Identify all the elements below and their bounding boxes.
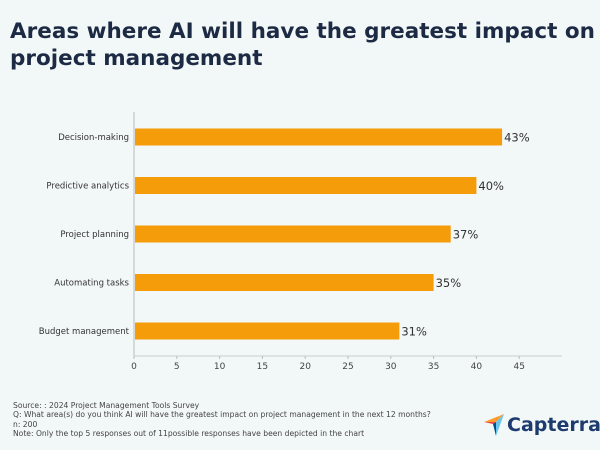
data-label: 37% xyxy=(453,228,479,242)
capterra-logo: Capterra xyxy=(484,414,600,436)
bar-chart: 0 5 10 15 20 25 30 35 40 45 Decision-making 43% Pred… xyxy=(39,112,562,372)
category-label: Project planning xyxy=(60,230,129,240)
category-label: Decision-making xyxy=(58,133,129,143)
sample-size: n: 200 xyxy=(13,419,38,429)
bar xyxy=(135,322,400,340)
question-text: Q: What area(s) do you think AI will hav… xyxy=(13,410,431,420)
x-tick-label: 0 xyxy=(131,362,137,372)
data-label: 43% xyxy=(504,131,530,145)
bar xyxy=(135,225,451,243)
x-tick-label: 40 xyxy=(471,362,483,372)
x-tick-label: 20 xyxy=(299,362,311,372)
logo-text: Capterra xyxy=(507,414,600,436)
footer-notes: Source: : 2024 Project Management Tools … xyxy=(13,401,431,439)
x-tick-label: 5 xyxy=(174,362,180,372)
capterra-arrow-icon xyxy=(484,414,504,436)
data-label: 35% xyxy=(436,276,462,290)
x-tick-label: 45 xyxy=(513,362,524,372)
x-tick-label: 25 xyxy=(342,362,353,372)
x-tick-label: 10 xyxy=(214,362,226,372)
source-text: Source: : 2024 Project Management Tools … xyxy=(13,401,200,410)
chart-title: Areas where AI will have the greatest im… xyxy=(10,19,595,71)
x-tick-label: 30 xyxy=(385,362,397,372)
data-label: 40% xyxy=(478,179,504,193)
bar xyxy=(135,177,477,194)
x-tick-label: 35 xyxy=(428,362,439,372)
category-label: Automating tasks xyxy=(54,279,129,289)
bar xyxy=(135,274,434,291)
data-label: 31% xyxy=(401,325,427,339)
bar xyxy=(135,128,503,146)
category-label: Budget management xyxy=(39,327,130,337)
category-label: Predictive analytics xyxy=(46,182,129,192)
note-text: Note: Only the top 5 responses out of 11… xyxy=(13,429,365,439)
x-tick-label: 15 xyxy=(257,362,268,372)
